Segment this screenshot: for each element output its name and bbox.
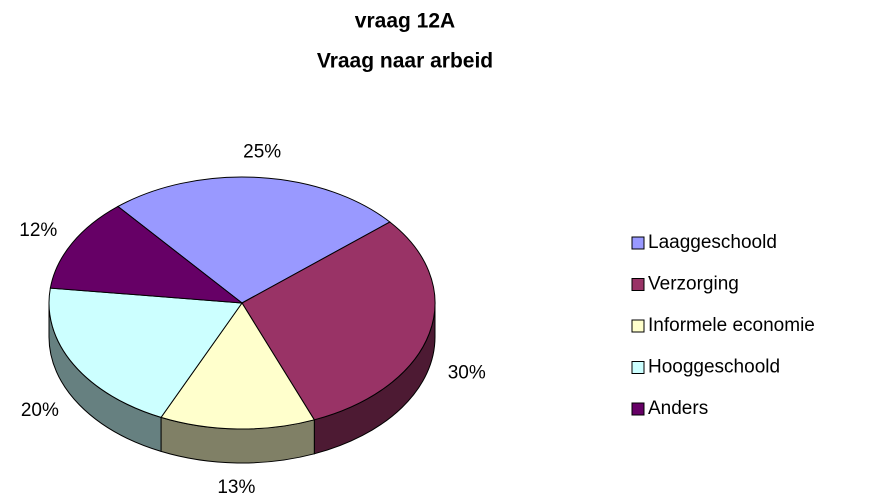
slice <box>48 287 243 418</box>
legend-label: Laaggeschoold <box>648 232 777 253</box>
legend-label: Informele economie <box>648 315 815 336</box>
legend-swatch <box>631 361 645 374</box>
chart-subtitle: Vraag naar arbeid <box>317 50 493 73</box>
data-label: 25% <box>243 141 281 162</box>
legend-swatch <box>631 236 645 250</box>
data-label: 12% <box>19 220 57 241</box>
slice <box>241 221 436 421</box>
data-label: 30% <box>448 363 486 384</box>
data-label: 13% <box>217 477 255 498</box>
slice <box>160 302 316 430</box>
chart-title: vraag 12A <box>355 10 455 33</box>
legend-label: Anders <box>648 398 708 419</box>
legend-swatch <box>631 402 645 416</box>
legend-label: Hooggeschoold <box>648 357 780 378</box>
slice <box>49 205 244 304</box>
data-label: 20% <box>21 400 59 421</box>
slice <box>117 176 391 304</box>
legend-label: Verzorging <box>648 274 739 295</box>
legend-swatch <box>631 278 645 291</box>
legend-swatch <box>631 319 645 333</box>
